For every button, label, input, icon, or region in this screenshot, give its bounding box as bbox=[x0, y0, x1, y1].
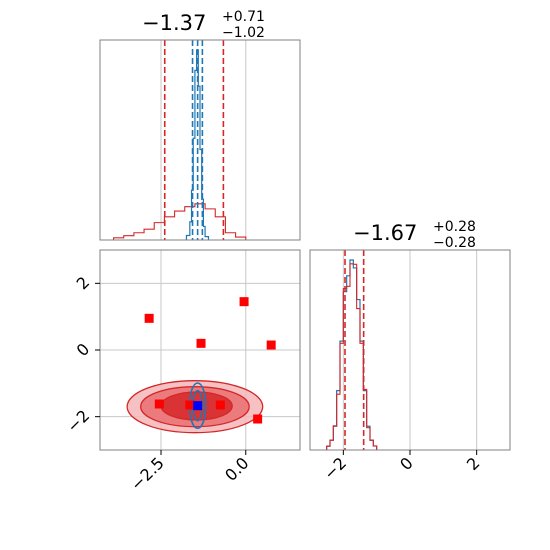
joint-x-tick-label: 0.0 bbox=[221, 453, 252, 484]
param1-title-minus: −1.02 bbox=[222, 25, 265, 41]
joint-red-square-marker bbox=[196, 338, 206, 348]
param1-panel-frame bbox=[99, 39, 301, 241]
joint-y-tick-label: 0 bbox=[73, 339, 94, 360]
joint-y-tick-label: −2 bbox=[63, 406, 93, 436]
joint-red-square-marker bbox=[253, 414, 263, 424]
param2-title-minus: −0.28 bbox=[433, 235, 476, 251]
param1-red-histogram bbox=[113, 203, 247, 240]
joint-blue-square-marker bbox=[193, 401, 203, 411]
joint-red-square-marker bbox=[215, 400, 225, 410]
joint-red-square-marker bbox=[154, 399, 164, 409]
joint-x-tick-label: −2.5 bbox=[127, 453, 168, 494]
param2-red-histogram bbox=[326, 263, 378, 450]
param2-x-tick-label: −2 bbox=[320, 453, 350, 483]
param2-title-median: −1.67 bbox=[353, 221, 417, 245]
joint-y-tick-label: 2 bbox=[73, 273, 94, 294]
joint-red-square-marker bbox=[266, 340, 276, 350]
param1-title-median: −1.37 bbox=[142, 11, 206, 35]
param1-title: −1.37 +0.71 −1.02 bbox=[142, 9, 265, 41]
param2-x-tick-label: 0 bbox=[396, 453, 417, 474]
param2-title: −1.67 +0.28 −0.28 bbox=[353, 219, 476, 251]
joint-red-square-marker bbox=[144, 313, 154, 323]
param2-x-tick-label: 2 bbox=[463, 453, 484, 474]
param1-title-plus: +0.71 bbox=[222, 9, 265, 25]
param2-marginal-panel bbox=[309, 249, 511, 451]
param2-title-plus: +0.28 bbox=[433, 219, 476, 235]
joint-posterior-panel bbox=[99, 249, 301, 451]
joint-red-square-marker bbox=[239, 297, 249, 307]
joint-red-square-marker bbox=[185, 400, 195, 410]
param1-marginal-panel bbox=[99, 39, 301, 241]
